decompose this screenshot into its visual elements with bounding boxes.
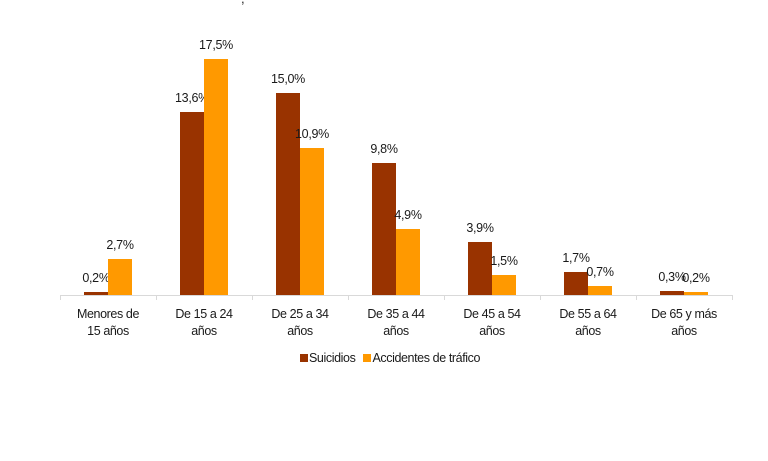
category-label-line: De 45 a 54: [463, 307, 521, 321]
category-label-line: años: [287, 324, 313, 338]
axis-tick: [540, 295, 541, 300]
bar-accidentes: [300, 148, 324, 295]
bar-accidentes: [108, 259, 132, 295]
bar-accidentes: [204, 59, 228, 295]
category-label-line: años: [191, 324, 217, 338]
bar-suicidios: [276, 93, 300, 295]
axis-tick: [348, 295, 349, 300]
data-label: 0,2%: [82, 271, 110, 285]
legend-swatch-suicidios: [300, 354, 308, 362]
bar-suicidios: [84, 292, 108, 295]
data-label: 17,5%: [199, 38, 233, 52]
data-label: 2,7%: [106, 238, 134, 252]
data-label: 0,7%: [586, 265, 614, 279]
category-label-line: años: [575, 324, 601, 338]
category-label: De 55 a 64 años: [540, 306, 636, 340]
data-label: 13,6%: [175, 91, 209, 105]
x-axis: [60, 295, 733, 296]
category-label-line: De 15 a 24: [175, 307, 233, 321]
category-label: Menores de 15 años: [60, 306, 156, 340]
data-label: 1,5%: [490, 254, 518, 268]
bar-accidentes: [588, 286, 612, 295]
legend-label-accidentes: Accidentes de tráfico: [372, 351, 481, 365]
bar-suicidios: [660, 291, 684, 295]
category-label-line: años: [671, 324, 697, 338]
axis-tick: [60, 295, 61, 300]
category-label-line: Menores de: [76, 307, 139, 321]
data-label: 9,8%: [370, 142, 398, 156]
data-label: 4,9%: [394, 208, 422, 222]
bar-suicidios: [468, 242, 492, 295]
axis-tick: [636, 295, 637, 300]
data-label: 0,3%: [658, 270, 686, 284]
legend-item-suicidios: Suicidios: [300, 351, 356, 365]
axis-tick: [444, 295, 445, 300]
axis-tick: [252, 295, 253, 300]
category-label-line: años: [479, 324, 505, 338]
bar-suicidios: [180, 112, 204, 295]
chart-title-fragment: ,: [241, 0, 245, 6]
category-label-line: años: [383, 324, 409, 338]
category-label: De 15 a 24 años: [156, 306, 252, 340]
data-label: 3,9%: [466, 221, 494, 235]
category-label: De 65 y más años: [636, 306, 732, 340]
data-label: 15,0%: [271, 72, 305, 86]
category-label-line: 15 años: [87, 324, 129, 338]
bar-suicidios: [564, 272, 588, 295]
bar-suicidios: [372, 163, 396, 295]
bar-accidentes: [396, 229, 420, 295]
legend-swatch-accidentes: [363, 354, 372, 362]
category-label-line: De 25 a 34: [271, 307, 329, 321]
axis-tick: [732, 295, 733, 300]
category-label-line: De 55 a 64: [559, 307, 617, 321]
category-label: De 25 a 34 años: [252, 306, 348, 340]
data-label: 0,2%: [682, 271, 710, 285]
legend-label-suicidios: Suicidios: [309, 351, 356, 365]
category-label: De 45 a 54 años: [444, 306, 540, 340]
category-label-line: De 65 y más: [651, 307, 717, 321]
bar-accidentes: [684, 292, 708, 295]
bar-accidentes: [492, 275, 516, 295]
category-label: De 35 a 44 años: [348, 306, 444, 340]
data-label: 1,7%: [562, 251, 590, 265]
legend-item-accidentes: Accidentes de tráfico: [363, 351, 480, 365]
category-label-line: De 35 a 44: [367, 307, 425, 321]
axis-tick: [156, 295, 157, 300]
legend: Suicidios Accidentes de tráfico: [300, 351, 488, 365]
data-label: 10,9%: [295, 127, 329, 141]
